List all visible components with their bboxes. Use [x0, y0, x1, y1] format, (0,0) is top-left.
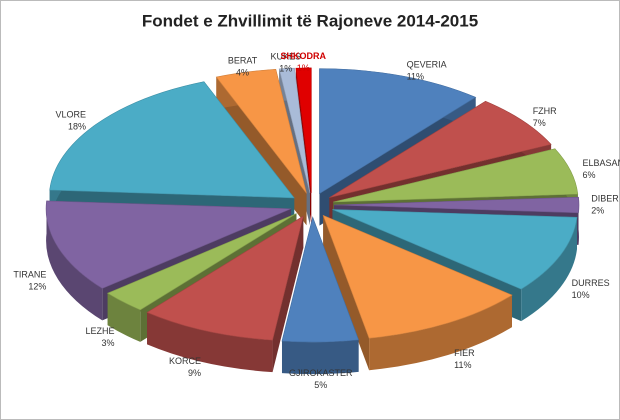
slice	[319, 68, 477, 195]
slice-value-label: 1%	[279, 64, 292, 74]
slice-value-label: 6%	[583, 170, 596, 180]
slice-side	[147, 312, 273, 373]
slice-side	[369, 295, 512, 371]
slice-value-label: 12%	[28, 281, 46, 291]
slice-value-label: 3%	[101, 338, 114, 348]
slice-label: VLORE	[56, 110, 87, 120]
slice-side	[521, 217, 577, 322]
slice	[322, 214, 513, 339]
slice-side	[107, 293, 141, 342]
slice-label: DIBER	[591, 193, 619, 203]
slice	[107, 213, 297, 311]
slice-side	[323, 215, 370, 371]
slice-value-label: 10%	[572, 290, 590, 300]
slice-label: GJIROKASTER	[289, 368, 353, 378]
slice-label: BERAT	[228, 55, 258, 65]
slice	[333, 148, 579, 203]
slice-label: TIRANE	[13, 269, 46, 279]
slice-label: FZHR	[533, 106, 557, 116]
slice-label: QEVERIA	[407, 59, 447, 69]
slice	[329, 100, 552, 198]
slice-value-label: 9%	[188, 368, 201, 378]
slice	[295, 67, 312, 193]
slice-value-label: 5%	[314, 380, 327, 390]
slice-label: FIER	[454, 348, 475, 358]
slice-value-label: 1%	[297, 63, 310, 73]
slice	[278, 67, 311, 194]
slice-value-label: 11%	[407, 71, 424, 81]
slice-value-label: 4%	[236, 67, 249, 77]
slice	[45, 200, 292, 289]
slice-side	[281, 339, 359, 375]
slice	[146, 215, 304, 341]
slice-value-label: 7%	[533, 118, 546, 128]
slice-side	[272, 216, 304, 373]
slice-value-label: 18%	[68, 122, 86, 132]
slice-side	[46, 200, 103, 321]
slice-label: KORCE	[169, 356, 201, 366]
slice-label: KUKES	[270, 52, 301, 62]
slice-label: ELBASAN	[583, 158, 620, 168]
slice-value-label: 11%	[454, 360, 471, 370]
slice	[49, 81, 295, 199]
slice	[333, 196, 580, 214]
slice-label: DURRES	[572, 278, 610, 288]
slice	[332, 209, 578, 290]
slice-label: LEZHE	[85, 326, 114, 336]
chart-title: Fondet e Zhvillimit të Rajoneve 2014-201…	[142, 11, 478, 30]
slice-value-label: 2%	[591, 205, 604, 215]
slice	[281, 216, 360, 343]
slice-label: SHKODRA	[280, 51, 326, 61]
slice	[215, 68, 307, 194]
